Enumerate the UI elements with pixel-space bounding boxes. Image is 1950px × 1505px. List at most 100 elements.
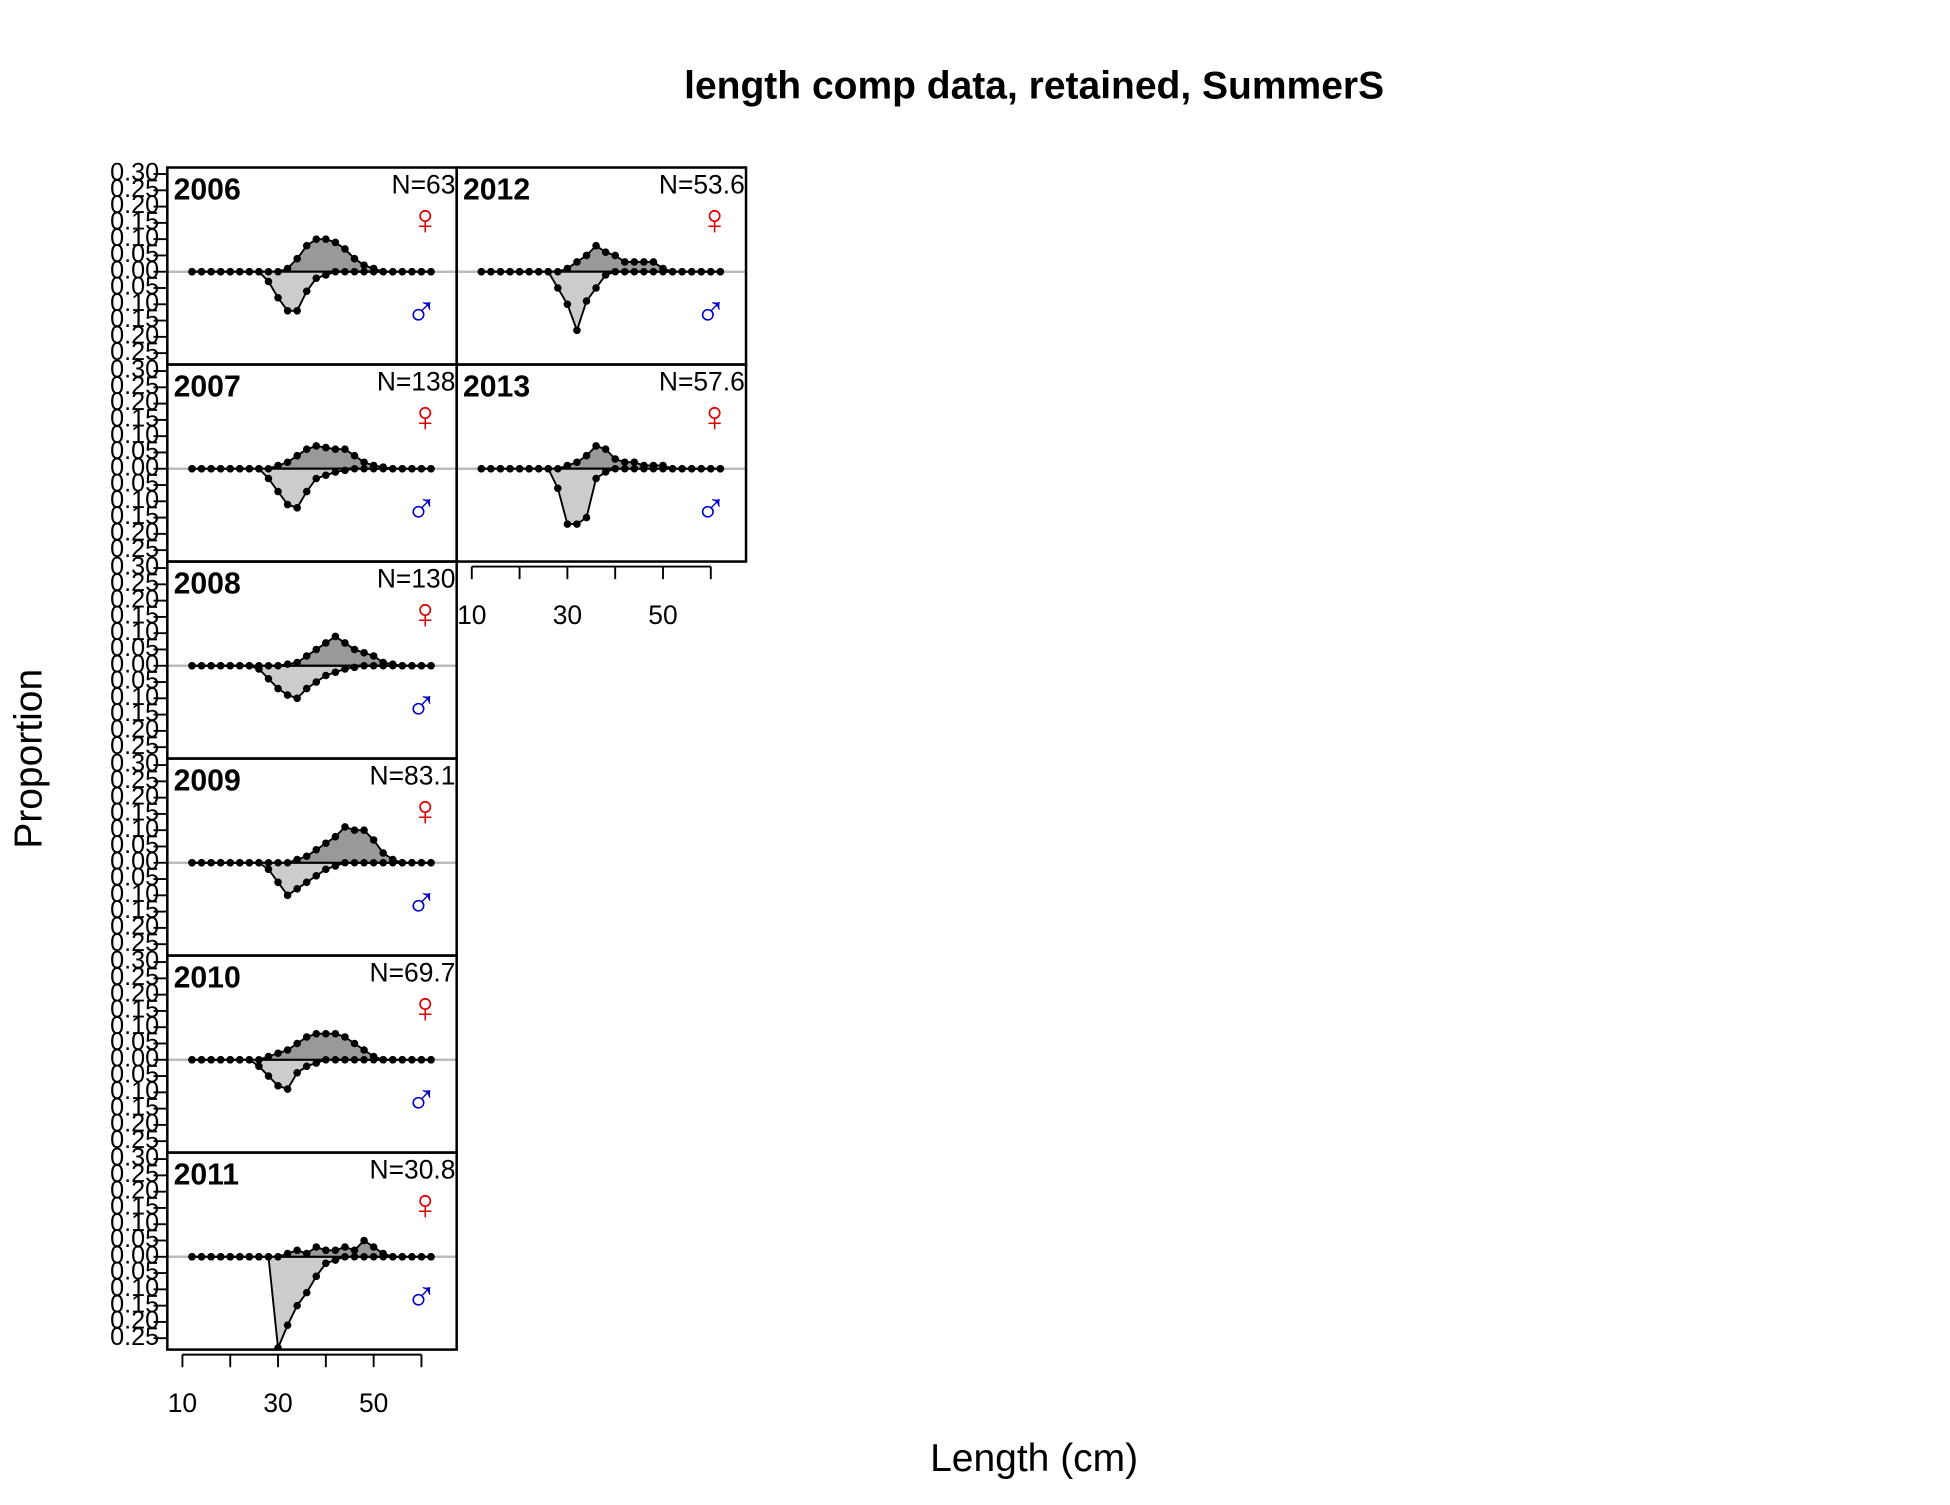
- y-tick-label: 0.15: [110, 502, 159, 530]
- point: [592, 284, 600, 292]
- point: [283, 307, 292, 315]
- point: [274, 293, 282, 302]
- point: [302, 652, 311, 660]
- legend-symbol: ♂: [695, 485, 727, 533]
- point: [620, 464, 629, 473]
- y-tick-label: 0.15: [110, 1290, 159, 1318]
- y-tick-label: 0.20: [110, 1110, 159, 1138]
- point: [236, 661, 244, 670]
- point: [525, 464, 533, 473]
- legend-symbol: ♂: [405, 879, 437, 927]
- point: [331, 267, 340, 276]
- y-tick-label: 0.20: [110, 519, 159, 547]
- point: [360, 661, 368, 670]
- point: [302, 1062, 311, 1071]
- y-tick-label: 0.30: [110, 356, 159, 384]
- point: [341, 823, 349, 831]
- panel-year: 2011: [174, 1158, 240, 1191]
- point: [369, 652, 378, 660]
- point: [601, 271, 610, 279]
- point: [274, 878, 282, 887]
- point: [649, 267, 658, 276]
- point: [350, 254, 359, 263]
- point: [312, 474, 321, 483]
- y-tick-label: 0.05: [110, 634, 159, 662]
- y-tick-label: 0.20: [110, 191, 159, 219]
- point: [388, 464, 397, 473]
- legend-symbol: ♂: [405, 1076, 437, 1124]
- point: [592, 442, 600, 450]
- y-tick-label: 0.20: [110, 321, 159, 349]
- y-tick-label: 0.05: [110, 437, 159, 465]
- point: [264, 865, 273, 874]
- point: [302, 487, 311, 496]
- point: [582, 451, 591, 460]
- y-tick-label: 0.25: [110, 175, 159, 203]
- point: [293, 504, 301, 512]
- panel-year: 2013: [463, 370, 530, 403]
- point: [678, 464, 686, 473]
- point: [274, 1082, 282, 1090]
- y-tick-label: 0.15: [110, 799, 159, 827]
- point: [563, 461, 572, 470]
- area: [481, 244, 721, 273]
- point: [408, 1055, 416, 1064]
- legend-symbol: ♂: [405, 288, 437, 336]
- point: [197, 1253, 206, 1261]
- point: [322, 639, 330, 647]
- y-tick-label: 0.20: [110, 782, 159, 810]
- y-tick-label: 0.15: [110, 896, 159, 924]
- point: [659, 464, 667, 473]
- y-tick-label: 0.10: [110, 1077, 159, 1105]
- point: [515, 267, 524, 276]
- y-tick-label: 0.15: [110, 405, 159, 433]
- point: [207, 464, 215, 473]
- point: [630, 267, 639, 276]
- point: [322, 1259, 330, 1268]
- x-tick-label: 30: [553, 600, 582, 630]
- point: [302, 287, 311, 296]
- point: [360, 858, 368, 867]
- point: [360, 648, 368, 657]
- area: [481, 270, 721, 334]
- point: [283, 691, 292, 699]
- y-tick-label: 0.00: [110, 650, 159, 678]
- point: [226, 1253, 235, 1261]
- point: [360, 1046, 368, 1054]
- y-tick-label: 0.25: [110, 963, 159, 991]
- point: [312, 1272, 321, 1281]
- y-tick-label: 0.25: [110, 535, 159, 563]
- y-tick-label: 0.10: [110, 815, 159, 843]
- y-tick-label: 0.25: [110, 1160, 159, 1188]
- point: [350, 1246, 359, 1255]
- point: [264, 858, 273, 867]
- y-tick-label: 0.05: [110, 831, 159, 859]
- point: [369, 858, 378, 867]
- legend-symbol: ♀: [409, 393, 441, 441]
- point: [350, 464, 359, 473]
- point: [216, 267, 225, 276]
- point: [477, 464, 486, 473]
- point: [255, 1062, 263, 1071]
- point: [601, 248, 610, 256]
- point: [563, 300, 572, 309]
- point: [408, 267, 416, 276]
- point: [331, 1055, 340, 1064]
- area: [191, 1032, 432, 1061]
- y-tick-label: 0.20: [110, 979, 159, 1007]
- point: [293, 855, 301, 864]
- y-tick-label: 0.10: [110, 1012, 159, 1040]
- point: [620, 258, 629, 266]
- point: [245, 1253, 254, 1261]
- point: [379, 267, 387, 276]
- legend-symbol: ♀: [409, 196, 441, 244]
- panel-n: N=83.1: [370, 760, 456, 790]
- point: [226, 464, 235, 473]
- y-tick-label: 0.15: [110, 699, 159, 727]
- y-tick-label: 0.25: [110, 338, 159, 366]
- point: [293, 254, 301, 263]
- area: [191, 664, 432, 700]
- y-tick-label: 0.15: [110, 208, 159, 236]
- point: [293, 1039, 301, 1048]
- panel-year: 2007: [174, 370, 241, 403]
